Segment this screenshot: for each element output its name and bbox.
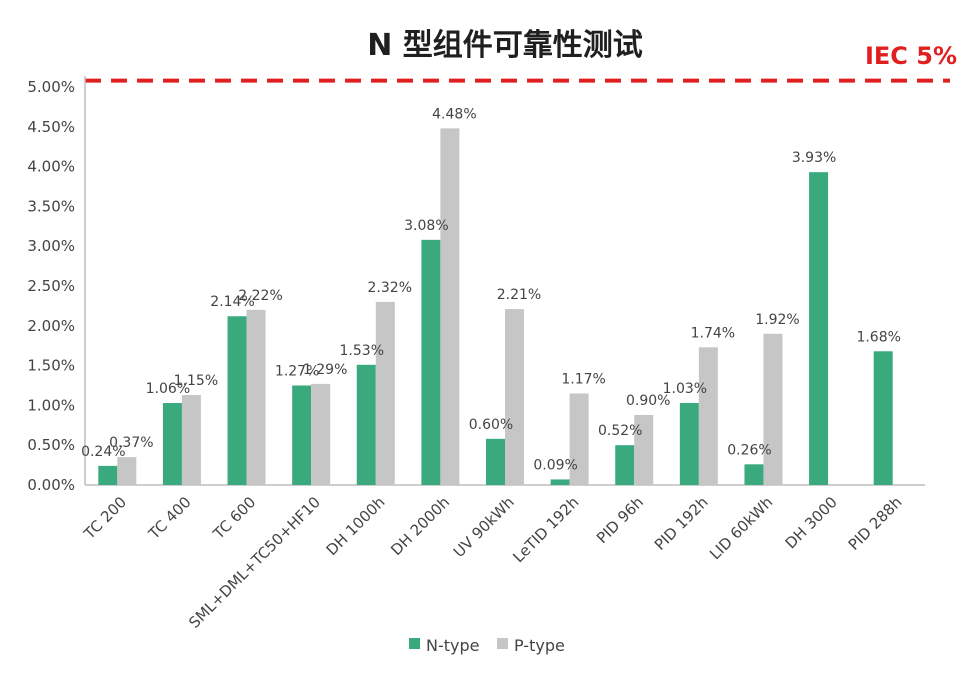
data-label-n-type: 0.26% (727, 442, 771, 458)
x-category-label: DH 3000 (782, 493, 841, 552)
data-label-p-type: 1.17% (561, 371, 605, 387)
bar-p-type (634, 414, 654, 485)
bar-p-type (181, 395, 201, 485)
data-label-n-type: 1.53% (340, 343, 384, 359)
x-category-label: SML+DML+TC50+HF10 (185, 493, 324, 632)
bar-n-type (486, 438, 505, 485)
x-category-label: PID 96h (593, 493, 647, 547)
x-category-label: PID 288h (845, 493, 906, 554)
data-label-p-type: 0.37% (109, 435, 153, 451)
y-tick-label: 3.50% (27, 197, 75, 215)
data-label-n-type: 0.52% (598, 423, 642, 439)
y-tick-label: 5.00% (27, 78, 75, 96)
data-label-p-type: 0.90% (626, 393, 670, 409)
bar-n-type (356, 364, 376, 485)
bar-n-type (809, 172, 829, 485)
bar-series (98, 128, 893, 485)
bar-p-type (505, 309, 524, 485)
legend-swatch-p-type (497, 638, 508, 649)
y-tick-label: 0.50% (27, 436, 75, 454)
bar-p-type (311, 383, 331, 485)
bar-n-type (744, 464, 764, 485)
bar-p-type (246, 309, 266, 485)
legend-label-n-type: N-type (426, 636, 479, 655)
y-tick-label: 2.50% (27, 277, 75, 295)
y-tick-label: 4.50% (27, 118, 75, 136)
data-label-n-type: 2.14% (210, 294, 254, 310)
x-category-label: UV 90kWh (450, 493, 518, 561)
data-label-p-type: 1.29% (303, 362, 347, 378)
bar-p-type (763, 333, 783, 485)
y-tick-label: 1.00% (27, 396, 75, 414)
data-label-n-type: 1.27% (275, 364, 319, 380)
x-category-label: DH 1000h (323, 493, 389, 559)
bar-p-type (440, 128, 460, 485)
bar-n-type (98, 465, 118, 485)
bar-p-type (698, 347, 718, 485)
data-label-p-type: 4.48% (432, 106, 476, 122)
data-label-p-type: 2.32% (368, 280, 412, 296)
data-labels: 0.24%0.37% 1.06%1.15% 2.14%2.22% 1.27%1.29%… (81, 106, 901, 473)
x-category-label: TC 400 (144, 493, 194, 543)
x-category-label: TC 200 (80, 493, 130, 543)
legend-label-p-type: P-type (514, 636, 565, 655)
data-label-p-type: 1.15% (174, 373, 218, 389)
bar-p-type (117, 457, 137, 485)
data-label-n-type: 1.06% (146, 381, 190, 397)
x-category-label: LeTID 192h (509, 493, 582, 566)
bar-n-type (615, 445, 635, 485)
bar-p-type (375, 301, 395, 485)
y-tick-label: 3.00% (27, 237, 75, 255)
data-label-n-type: 0.24% (81, 444, 125, 460)
y-tick-label: 4.00% (27, 158, 75, 176)
iec-reference-label: IEC 5% (865, 42, 957, 70)
data-label-p-type: 2.22% (238, 288, 282, 304)
x-category-label: PID 192h (651, 493, 712, 554)
y-tick-label: 1.50% (27, 357, 75, 375)
bar-n-type (292, 385, 312, 485)
data-label-p-type: 2.21% (497, 287, 541, 303)
legend-swatch-n-type (409, 638, 420, 649)
bar-n-type (421, 239, 441, 485)
y-tick-labels: 0.00% 0.50% 1.00% 1.50% 2.00% 2.50% 3.00% 3.50%… (27, 78, 75, 494)
legend: N-type P-type (409, 636, 565, 655)
data-label-n-type: 1.03% (663, 381, 707, 397)
x-category-label: LID 60kWh (706, 493, 776, 563)
chart-title: N 型组件可靠性测试 (367, 28, 643, 63)
data-label-n-type: 3.93% (792, 150, 836, 166)
data-label-n-type: 3.08% (404, 218, 448, 234)
data-label-n-type: 1.68% (856, 329, 900, 345)
y-tick-label: 0.00% (27, 476, 75, 494)
bar-p-type (569, 393, 589, 485)
bar-n-type (873, 351, 893, 485)
bar-n-type (550, 479, 570, 485)
x-category-label: DH 2000h (387, 493, 453, 559)
data-label-n-type: 0.60% (469, 417, 513, 433)
bar-n-type (679, 403, 699, 485)
bar-n-type (227, 316, 247, 485)
data-label-n-type: 0.09% (533, 457, 577, 473)
x-category-label: TC 600 (209, 493, 259, 543)
bar-n-type (162, 403, 182, 485)
y-tick-label: 2.00% (27, 317, 75, 335)
data-label-p-type: 1.92% (755, 312, 799, 328)
data-label-p-type: 1.74% (691, 325, 735, 341)
